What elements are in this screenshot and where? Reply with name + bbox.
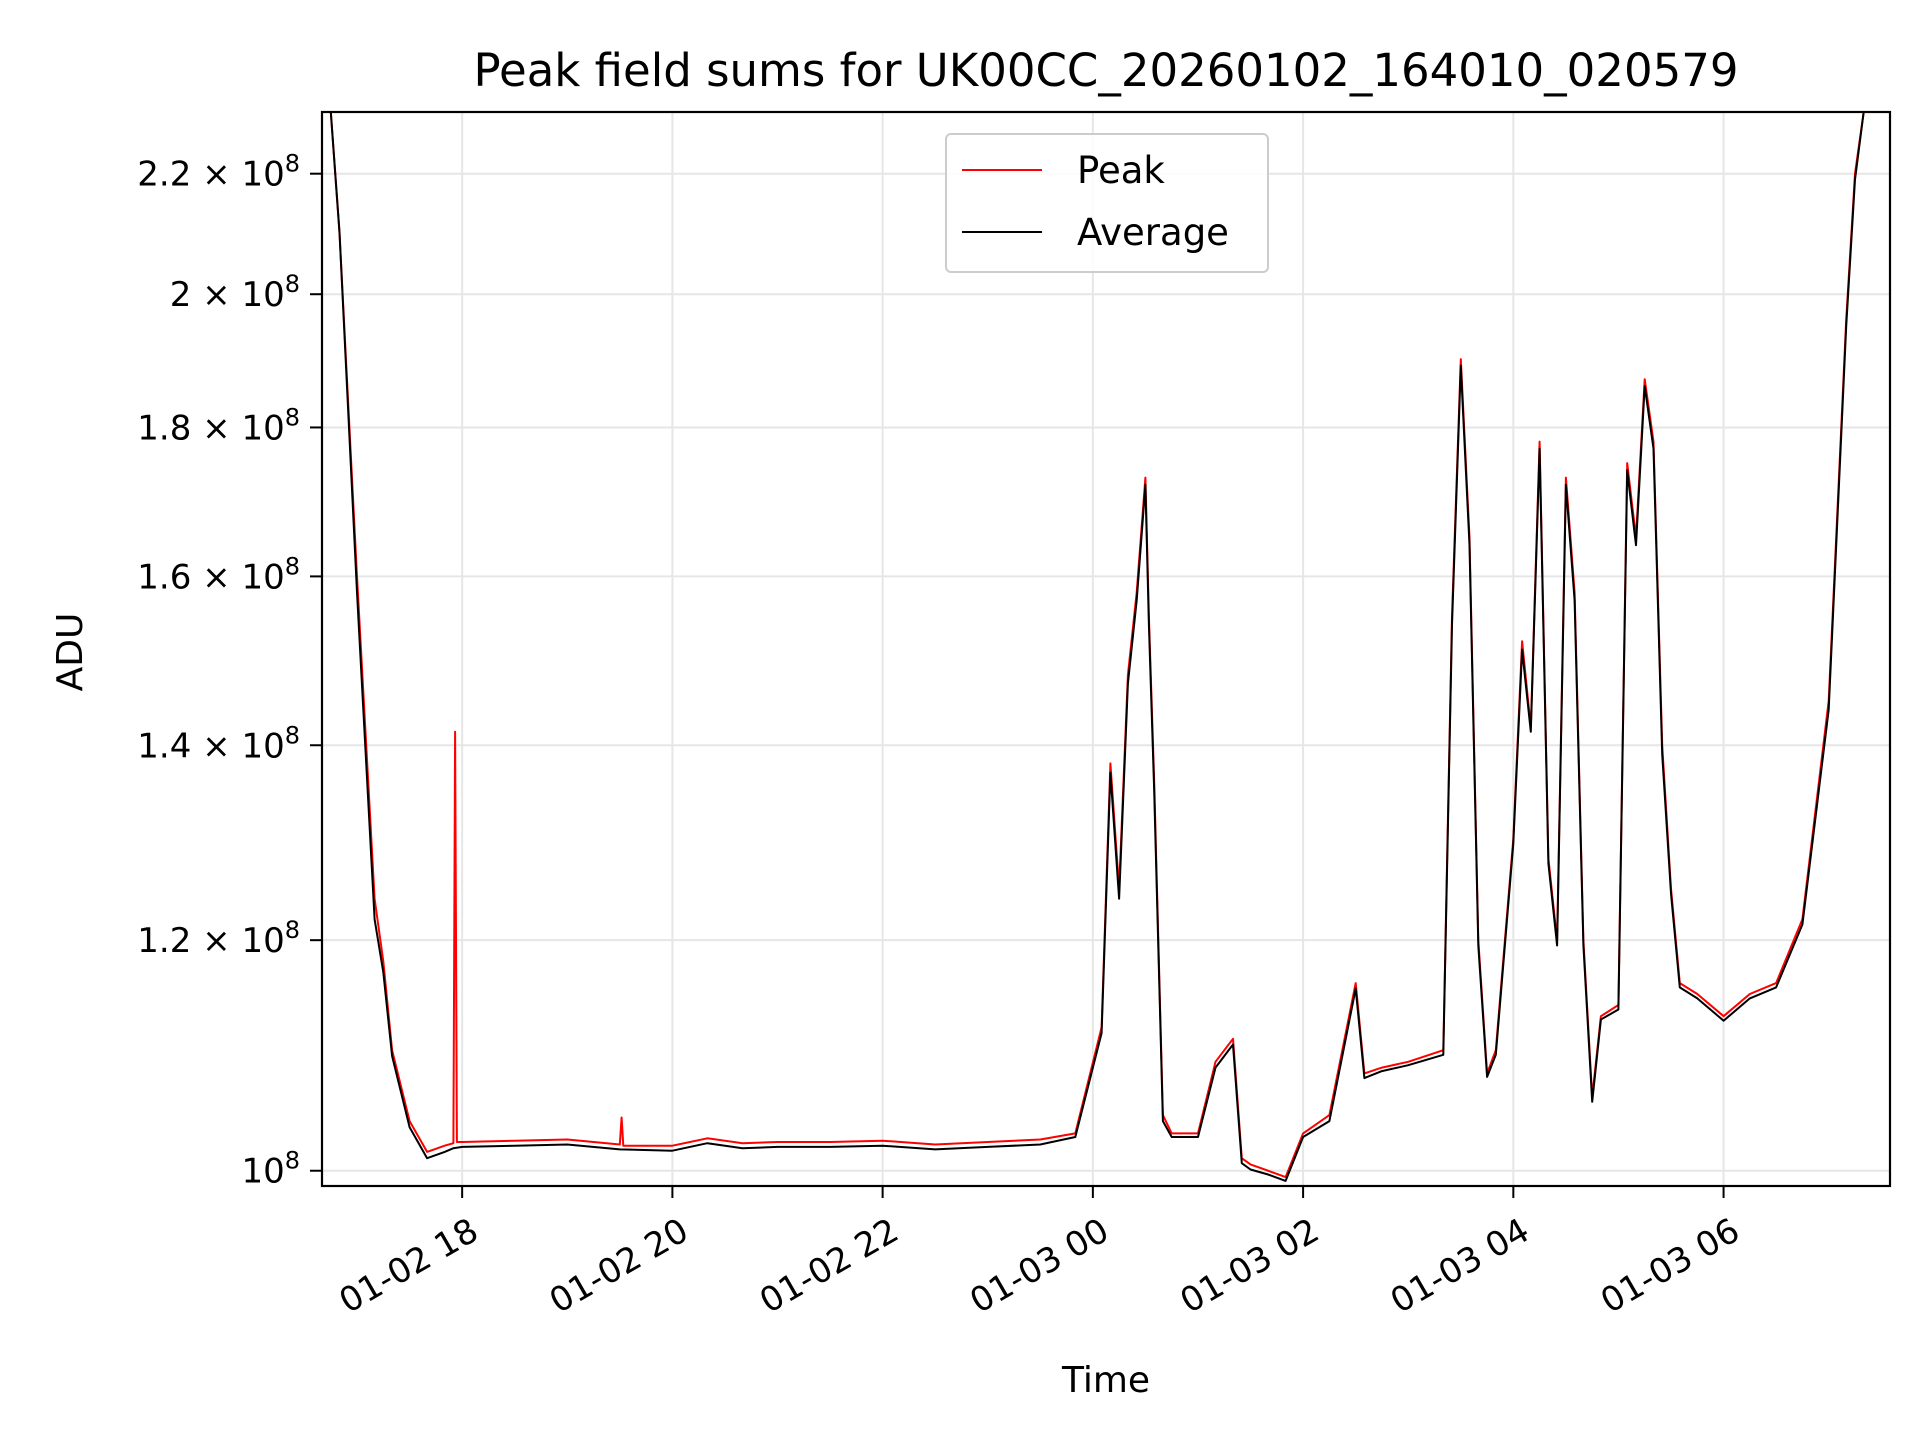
y-tick-exponent: 8 — [285, 1147, 300, 1175]
plot-frame — [320, 110, 1892, 1188]
y-tick-mantissa: 10 — [241, 1152, 284, 1192]
y-axis-label: ADU — [50, 613, 91, 692]
y-tick-mantissa: 2 × 10 — [170, 275, 285, 315]
y-tick-mantissa: 1.4 × 10 — [137, 726, 284, 766]
y-tick-mantissa: 2.2 × 10 — [137, 155, 284, 195]
y-tick-exponent: 8 — [285, 270, 300, 298]
y-tick-exponent: 8 — [285, 403, 300, 431]
chart-title: Peak field sums for UK00CC_20260102_1640… — [474, 44, 1739, 97]
y-tick-label: 2.2 × 108 — [137, 150, 300, 195]
y-tick-label: 1.6 × 108 — [137, 552, 300, 597]
y-tick-label: 2 × 108 — [170, 270, 300, 315]
y-tick-mantissa: 1.8 × 10 — [137, 408, 284, 448]
plot-area — [320, 110, 1892, 1188]
legend-label-average: Average — [1077, 211, 1229, 254]
y-tick-label: 108 — [241, 1147, 300, 1192]
y-tick-exponent: 8 — [285, 150, 300, 178]
y-tick-label: 1.8 × 108 — [137, 403, 300, 448]
x-axis-label: Time — [1061, 1360, 1150, 1401]
y-tick-exponent: 8 — [285, 721, 300, 749]
series-line-average — [329, 111, 1865, 1182]
legend: Peak Average — [945, 133, 1269, 273]
series-lines — [329, 111, 1865, 1182]
y-tick-label: 1.4 × 108 — [137, 721, 300, 766]
y-tick-exponent: 8 — [285, 552, 300, 580]
legend-box — [945, 133, 1269, 273]
y-tick-mantissa: 1.2 × 10 — [137, 921, 284, 961]
y-tick-mantissa: 1.6 × 10 — [137, 557, 284, 597]
y-tick-exponent: 8 — [285, 916, 300, 944]
legend-label-peak: Peak — [1077, 149, 1165, 192]
y-tick-label: 1.2 × 108 — [137, 916, 300, 961]
